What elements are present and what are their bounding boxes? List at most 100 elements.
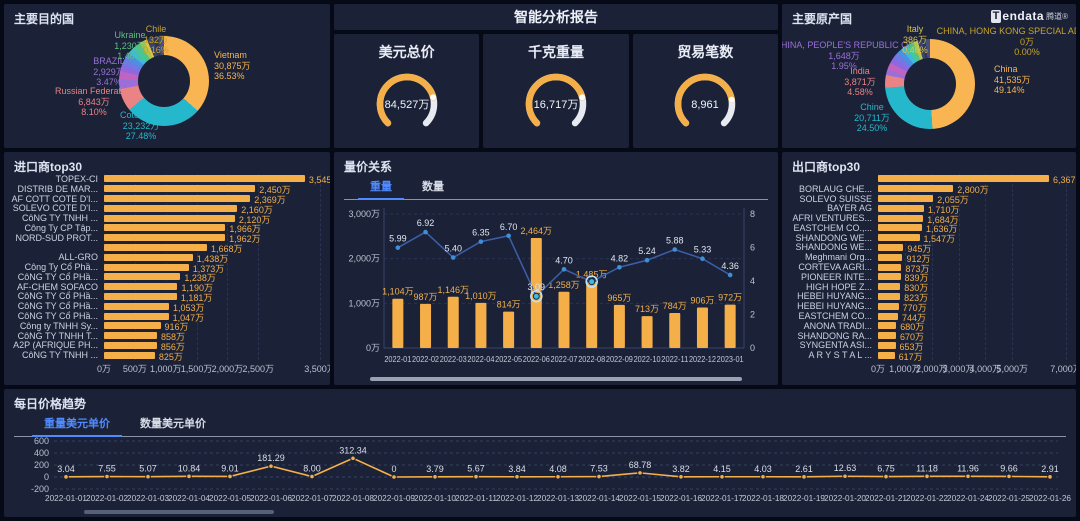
bar-row[interactable]: SHANDONG RA... 670万 (786, 331, 1074, 342)
bar-row[interactable]: HEBEI HUYANG... 823万 (786, 291, 1074, 302)
data-point[interactable] (309, 473, 315, 480)
bar[interactable] (104, 204, 238, 212)
bar[interactable] (104, 194, 251, 202)
bar-row[interactable]: SOLEVO COTE D'I... 2,160万 (8, 203, 328, 214)
bar-row[interactable]: Công Ty Cổ Phầ... 1,373万 (8, 262, 328, 273)
data-point[interactable] (700, 256, 705, 262)
bar-row[interactable]: ALL-GRO 1,438万 (8, 252, 328, 263)
bar[interactable] (104, 175, 305, 183)
data-point[interactable] (1006, 473, 1012, 480)
tab-quantity[interactable]: 数量 (422, 181, 444, 193)
bar[interactable] (104, 332, 157, 340)
bar[interactable] (878, 312, 898, 320)
bar[interactable] (104, 253, 193, 261)
bar[interactable] (420, 303, 432, 348)
bar[interactable] (878, 243, 904, 251)
data-point[interactable] (268, 463, 274, 469)
bar[interactable] (475, 302, 487, 348)
bar[interactable] (878, 283, 901, 291)
data-point[interactable] (588, 278, 596, 286)
bar-row[interactable]: AF COTT COTE D'I... 2,369万 (8, 194, 328, 205)
bar[interactable] (104, 234, 226, 242)
bar-row[interactable]: Công Ty CP Tập... 1,966万 (8, 223, 328, 234)
bar[interactable] (104, 312, 169, 320)
daily-price-chart[interactable]: 600 400 200 0 -200 3.04 7.55 5.07 10.84 9.01 181.2… (6, 435, 1074, 507)
bar-row[interactable]: Meghmani Org... 912万 (786, 252, 1074, 263)
bar[interactable] (878, 194, 934, 202)
bar-row[interactable]: CôNG TY Cổ PHầ... 1,047万 (8, 311, 328, 322)
tab-quantity-usd-price[interactable]: 数量美元单价 (140, 418, 206, 430)
data-point[interactable] (227, 473, 233, 480)
bar[interactable] (878, 341, 896, 349)
bar-row[interactable]: CORTEVA AGRI... 873万 (786, 262, 1074, 273)
bar[interactable] (104, 214, 235, 222)
data-point[interactable] (514, 473, 520, 480)
data-point[interactable] (719, 473, 725, 480)
price-quantity-chart[interactable]: 0万 1,000万 2,000万 3,000万 0 2 4 6 8 1,104万987万1,146… (336, 200, 776, 376)
bar[interactable] (878, 302, 899, 310)
bar-row[interactable]: SHANDONG WE... 945万 (786, 242, 1074, 253)
data-point[interactable] (532, 292, 540, 300)
tab-weight-usd-price[interactable]: 重量美元单价 (32, 415, 122, 437)
data-point[interactable] (450, 255, 456, 260)
data-point[interactable] (391, 474, 397, 480)
data-point[interactable] (1047, 474, 1053, 480)
bar-row[interactable]: CôNG TY Cổ PHầ... 1,181万 (8, 291, 328, 302)
bar-row[interactable]: HEBEI HUYANG... 770万 (786, 301, 1074, 312)
bar-row[interactable]: AF-CHEM SOFACO 1,190万 (8, 282, 328, 293)
bar[interactable] (878, 351, 895, 359)
bar[interactable] (878, 204, 924, 212)
bar[interactable] (878, 234, 920, 242)
bar[interactable] (878, 224, 922, 232)
bar[interactable] (104, 185, 256, 193)
bar-row[interactable]: EASTCHEM CO.,... 1,636万 (786, 223, 1074, 234)
bar[interactable] (669, 312, 681, 348)
data-point[interactable] (678, 473, 684, 480)
bar[interactable] (104, 224, 226, 232)
bar[interactable] (503, 311, 515, 348)
bar[interactable] (104, 243, 207, 251)
data-point[interactable] (842, 473, 848, 480)
bar[interactable] (613, 304, 625, 348)
bar[interactable] (586, 281, 598, 348)
bar-row[interactable]: HIGH HOPE Z... 830万 (786, 282, 1074, 293)
bar[interactable] (104, 273, 181, 281)
data-point[interactable] (760, 473, 766, 480)
bar[interactable] (878, 185, 954, 193)
bar[interactable] (696, 307, 708, 348)
data-point[interactable] (145, 473, 151, 480)
data-point[interactable] (478, 239, 484, 244)
data-point[interactable] (561, 266, 567, 272)
bar-row[interactable]: CôNG TY TNHH ... 825万 (8, 350, 328, 361)
data-point[interactable] (555, 473, 561, 480)
bar-row[interactable]: TOPEX-CI 3,545万 (8, 174, 330, 185)
bar[interactable] (104, 351, 155, 359)
bar-row[interactable]: CôNG TY Cổ PHầ... 1,238万 (8, 272, 328, 283)
bar-row[interactable]: PIONEER INTE... 839万 (786, 272, 1074, 283)
bar[interactable] (878, 273, 901, 281)
data-point[interactable] (395, 245, 401, 250)
bar[interactable] (878, 214, 924, 222)
bar[interactable] (558, 291, 570, 348)
data-point[interactable] (672, 247, 678, 252)
bar-row[interactable]: EASTCHEM CO... 744万 (786, 311, 1074, 322)
data-point[interactable] (924, 473, 930, 480)
bar-row[interactable]: BORLAUG CHE... 2,800万 (786, 184, 1074, 195)
bar[interactable] (878, 292, 901, 300)
data-point[interactable] (423, 229, 428, 235)
data-point[interactable] (596, 473, 602, 480)
data-point[interactable] (473, 473, 479, 480)
data-point[interactable] (883, 473, 889, 480)
daily-scrollbar[interactable] (84, 510, 274, 514)
bar[interactable] (878, 175, 1049, 183)
data-point[interactable] (801, 474, 807, 480)
bar-row[interactable]: A R Y S T A L ... 617万 (786, 350, 1074, 361)
bar-row[interactable]: SOLEVO SUISSE 2,055万 (786, 194, 1074, 205)
data-point[interactable] (104, 473, 110, 480)
bar-row[interactable]: CôNG TY TNHH ... 2,120万 (8, 213, 328, 224)
bar[interactable] (104, 322, 161, 330)
bar-row[interactable]: SYNGENTA ASI... 653万 (786, 340, 1074, 351)
bar-row[interactable]: NORD-SUD PROT... 1,962万 (8, 233, 328, 244)
bar-row[interactable]: CôNG TY Cổ PHầ... 1,053万 (8, 301, 328, 312)
bar[interactable] (724, 304, 736, 348)
